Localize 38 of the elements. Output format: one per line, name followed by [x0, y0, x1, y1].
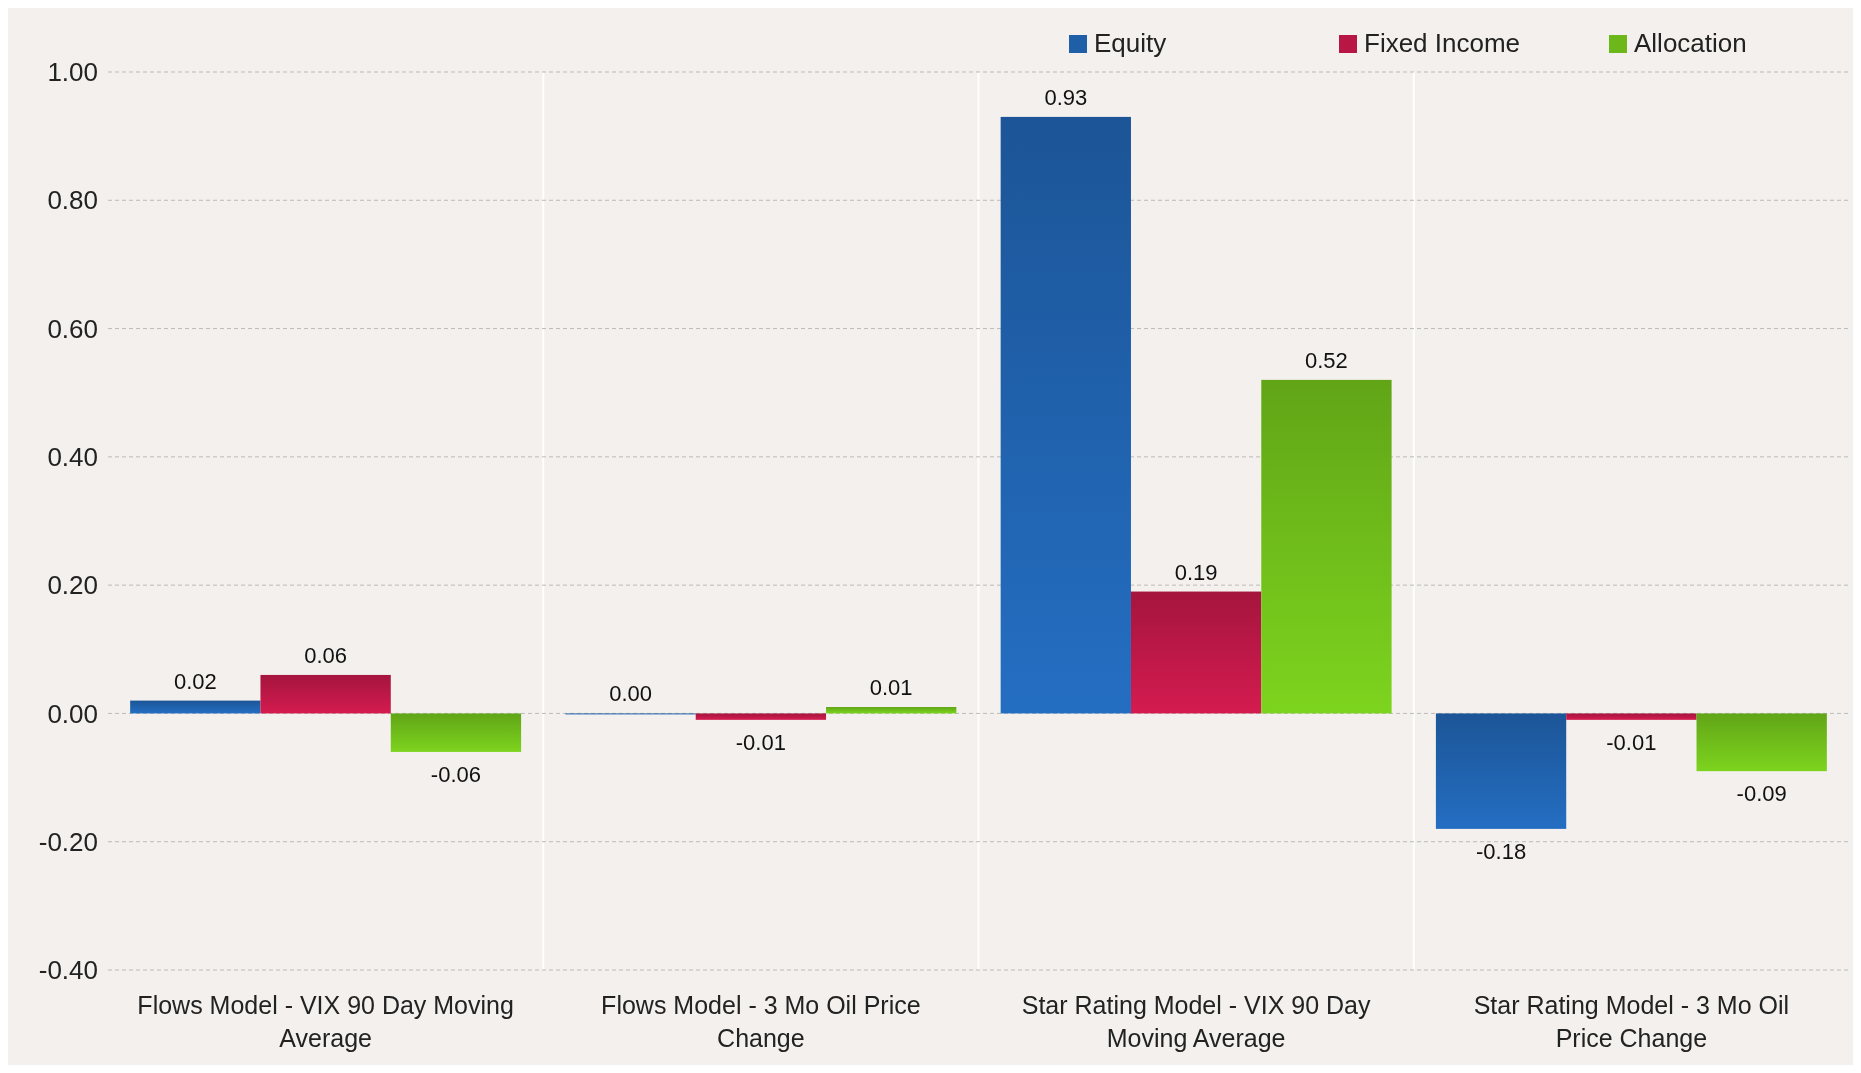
data-label: 0.06: [304, 642, 348, 668]
data-label: 0.00: [609, 681, 652, 707]
x-tick-label: Star Rating Model - VIX 90 Day Moving Average: [1021, 991, 1371, 1052]
data-label: -0.01: [1606, 729, 1657, 755]
data-label: 0.02: [173, 668, 217, 694]
y-tick-label: 0.60: [47, 313, 98, 344]
bar: [1566, 713, 1697, 720]
y-tick-label: -0.20: [38, 826, 98, 857]
bar: [1696, 713, 1827, 772]
data-label: -0.18: [1475, 838, 1527, 864]
y-tick-label: 0.40: [47, 441, 98, 472]
y-tick-label: 0.20: [47, 570, 98, 601]
y-tick-label: 1.00: [47, 57, 98, 88]
data-label: -0.01: [735, 729, 786, 755]
bar: [695, 713, 827, 720]
x-tick-label: Star Rating Model - 3 Mo Oil Price Change: [1473, 991, 1790, 1052]
data-label: 0.52: [1305, 347, 1348, 373]
data-label: 0.93: [1044, 84, 1088, 110]
bar: [390, 713, 522, 752]
bar: [1435, 713, 1567, 829]
bar: [1261, 379, 1392, 714]
x-tick-label: Flows Model - VIX 90 Day Moving Average: [137, 991, 514, 1052]
bar: [826, 707, 957, 714]
y-tick-label: 0.80: [47, 185, 98, 216]
bar: [1130, 591, 1262, 714]
y-tick-label: -0.40: [38, 955, 98, 986]
data-label: 0.01: [869, 675, 913, 701]
data-label: 0.19: [1174, 559, 1218, 585]
legend-label: Allocation: [1634, 28, 1747, 58]
bar: [260, 674, 391, 714]
data-label: -0.09: [1736, 781, 1787, 807]
legend-label: Fixed Income: [1364, 28, 1521, 58]
legend-label: Equity: [1094, 28, 1167, 58]
bar: [1000, 116, 1131, 714]
data-label: -0.06: [430, 761, 482, 787]
y-tick-label: 0.00: [47, 698, 98, 729]
x-tick-label: Flows Model - 3 Mo Oil Price Change: [601, 991, 921, 1052]
bar: [130, 700, 261, 714]
